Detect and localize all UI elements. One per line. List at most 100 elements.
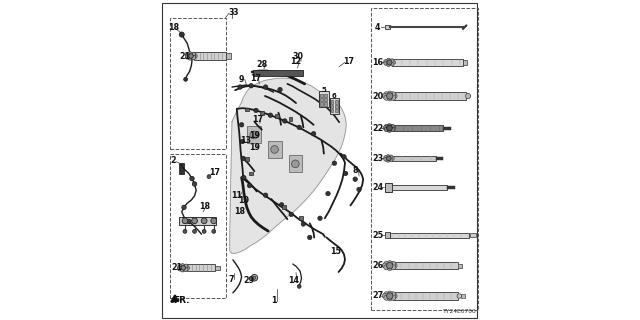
Bar bbox=[319, 91, 329, 107]
Circle shape bbox=[387, 93, 393, 99]
Bar bbox=[324, 98, 328, 101]
Bar bbox=[458, 264, 463, 268]
Circle shape bbox=[186, 55, 190, 59]
Circle shape bbox=[390, 124, 395, 129]
Bar bbox=[331, 105, 333, 108]
Circle shape bbox=[251, 275, 257, 281]
Circle shape bbox=[189, 176, 195, 181]
Circle shape bbox=[387, 266, 392, 271]
Text: 21: 21 bbox=[172, 263, 183, 272]
Bar bbox=[321, 102, 323, 106]
Circle shape bbox=[387, 156, 391, 161]
Circle shape bbox=[201, 218, 207, 224]
Circle shape bbox=[383, 263, 388, 268]
Bar bbox=[275, 114, 279, 118]
Text: 14: 14 bbox=[288, 276, 300, 285]
Text: 5: 5 bbox=[322, 87, 326, 92]
Circle shape bbox=[387, 58, 390, 62]
Circle shape bbox=[301, 222, 306, 226]
Bar bbox=[392, 125, 444, 131]
Text: 9: 9 bbox=[239, 75, 244, 84]
Circle shape bbox=[387, 91, 392, 96]
Bar bbox=[324, 102, 328, 106]
Text: 20: 20 bbox=[372, 92, 383, 100]
Circle shape bbox=[289, 212, 293, 217]
Circle shape bbox=[326, 191, 330, 196]
Bar bbox=[321, 94, 323, 97]
Circle shape bbox=[357, 187, 361, 192]
Circle shape bbox=[312, 132, 316, 136]
Circle shape bbox=[387, 128, 392, 132]
Circle shape bbox=[297, 284, 301, 288]
Circle shape bbox=[307, 235, 312, 240]
Bar bbox=[330, 98, 339, 114]
Bar bbox=[392, 156, 436, 161]
Circle shape bbox=[390, 261, 396, 267]
Text: 2: 2 bbox=[171, 156, 176, 165]
Circle shape bbox=[278, 87, 282, 92]
Circle shape bbox=[191, 52, 196, 57]
Bar bbox=[392, 185, 447, 190]
Bar bbox=[385, 232, 390, 238]
Bar bbox=[289, 155, 302, 172]
Text: 28: 28 bbox=[256, 60, 268, 68]
Bar bbox=[179, 217, 216, 225]
Text: 6: 6 bbox=[332, 93, 337, 99]
Circle shape bbox=[384, 156, 388, 159]
Circle shape bbox=[384, 124, 388, 129]
Circle shape bbox=[268, 113, 273, 117]
Circle shape bbox=[297, 125, 301, 130]
Text: 17: 17 bbox=[209, 168, 221, 177]
Text: 18: 18 bbox=[199, 202, 211, 211]
Bar bbox=[249, 172, 253, 175]
Bar bbox=[331, 100, 333, 104]
Circle shape bbox=[384, 157, 388, 161]
Circle shape bbox=[202, 229, 206, 233]
Bar bbox=[461, 294, 465, 298]
Circle shape bbox=[184, 267, 188, 272]
Circle shape bbox=[457, 294, 461, 298]
Text: 19: 19 bbox=[249, 143, 260, 152]
Bar bbox=[245, 157, 249, 161]
Circle shape bbox=[384, 127, 388, 132]
Circle shape bbox=[248, 183, 252, 188]
Circle shape bbox=[387, 291, 392, 296]
Text: 25: 25 bbox=[372, 231, 383, 240]
Circle shape bbox=[390, 295, 396, 300]
Bar bbox=[245, 108, 249, 111]
Circle shape bbox=[384, 61, 388, 65]
Circle shape bbox=[389, 155, 393, 159]
Circle shape bbox=[192, 218, 198, 224]
Circle shape bbox=[384, 261, 389, 267]
Circle shape bbox=[283, 119, 287, 123]
Circle shape bbox=[187, 219, 191, 224]
Circle shape bbox=[193, 54, 197, 58]
Circle shape bbox=[182, 218, 188, 224]
Text: 30: 30 bbox=[292, 52, 304, 61]
Circle shape bbox=[387, 293, 393, 299]
Circle shape bbox=[238, 85, 243, 89]
Bar bbox=[324, 94, 328, 97]
Bar bbox=[331, 109, 333, 112]
Circle shape bbox=[383, 93, 388, 99]
Circle shape bbox=[390, 156, 394, 160]
Circle shape bbox=[387, 96, 392, 101]
Bar bbox=[215, 266, 220, 270]
Circle shape bbox=[387, 60, 392, 65]
Bar bbox=[385, 183, 392, 192]
Text: 23: 23 bbox=[372, 154, 383, 163]
Text: 24: 24 bbox=[372, 183, 383, 192]
Circle shape bbox=[191, 55, 196, 60]
Circle shape bbox=[390, 62, 394, 66]
Text: 17: 17 bbox=[342, 57, 354, 66]
Circle shape bbox=[384, 295, 389, 300]
Circle shape bbox=[253, 108, 259, 113]
Circle shape bbox=[392, 263, 397, 268]
Bar bbox=[179, 163, 184, 174]
Text: 17: 17 bbox=[252, 115, 263, 124]
Circle shape bbox=[384, 60, 388, 63]
Bar bbox=[187, 264, 215, 271]
Circle shape bbox=[386, 158, 390, 162]
Circle shape bbox=[317, 216, 323, 220]
Circle shape bbox=[392, 293, 397, 299]
